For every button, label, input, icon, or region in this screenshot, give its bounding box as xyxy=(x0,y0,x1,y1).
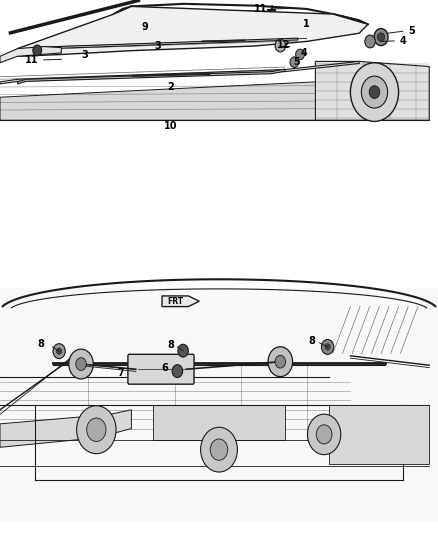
Circle shape xyxy=(76,358,86,370)
Text: FRT: FRT xyxy=(167,297,183,306)
Circle shape xyxy=(325,344,330,350)
Text: 4: 4 xyxy=(399,36,406,46)
Text: 5: 5 xyxy=(408,26,415,36)
FancyBboxPatch shape xyxy=(128,354,194,384)
Circle shape xyxy=(268,347,293,377)
Circle shape xyxy=(210,439,228,461)
Circle shape xyxy=(316,425,332,444)
Text: 8: 8 xyxy=(37,338,44,349)
Text: 8: 8 xyxy=(308,336,315,346)
Text: 3: 3 xyxy=(154,41,161,51)
Circle shape xyxy=(321,340,334,354)
Text: 6: 6 xyxy=(161,362,168,373)
Polygon shape xyxy=(162,296,199,306)
Circle shape xyxy=(369,86,380,99)
Circle shape xyxy=(33,45,42,56)
Text: 7: 7 xyxy=(117,368,124,378)
Circle shape xyxy=(69,349,93,379)
Polygon shape xyxy=(0,82,315,120)
Text: 4: 4 xyxy=(300,49,307,59)
Circle shape xyxy=(374,29,388,46)
Circle shape xyxy=(290,57,299,68)
Text: 3: 3 xyxy=(81,50,88,60)
Polygon shape xyxy=(0,288,438,522)
Text: 5: 5 xyxy=(293,57,300,67)
Circle shape xyxy=(53,344,65,359)
Polygon shape xyxy=(201,39,245,43)
Circle shape xyxy=(87,418,106,441)
Circle shape xyxy=(201,427,237,472)
Circle shape xyxy=(307,414,341,455)
Text: 8: 8 xyxy=(167,340,174,350)
Polygon shape xyxy=(315,61,429,120)
Circle shape xyxy=(378,33,385,42)
Polygon shape xyxy=(18,6,368,56)
Text: 10: 10 xyxy=(164,121,177,131)
Polygon shape xyxy=(0,410,131,447)
Polygon shape xyxy=(188,10,315,19)
Text: 1: 1 xyxy=(303,19,310,29)
Circle shape xyxy=(275,39,286,52)
Text: 11: 11 xyxy=(254,4,267,14)
Polygon shape xyxy=(26,38,298,51)
Circle shape xyxy=(275,356,286,368)
Circle shape xyxy=(77,406,116,454)
Circle shape xyxy=(296,49,304,60)
Text: 11: 11 xyxy=(25,55,38,65)
Polygon shape xyxy=(131,73,210,77)
Text: 9: 9 xyxy=(141,22,148,32)
Text: 12: 12 xyxy=(277,40,290,50)
Circle shape xyxy=(57,348,62,354)
Circle shape xyxy=(350,63,399,122)
Polygon shape xyxy=(0,61,359,84)
Circle shape xyxy=(172,365,183,377)
Polygon shape xyxy=(0,46,61,63)
Polygon shape xyxy=(153,405,285,440)
Polygon shape xyxy=(328,405,429,464)
Circle shape xyxy=(365,35,375,48)
Polygon shape xyxy=(18,69,285,84)
Circle shape xyxy=(178,344,188,357)
Circle shape xyxy=(361,76,388,108)
Text: 2: 2 xyxy=(167,82,174,92)
